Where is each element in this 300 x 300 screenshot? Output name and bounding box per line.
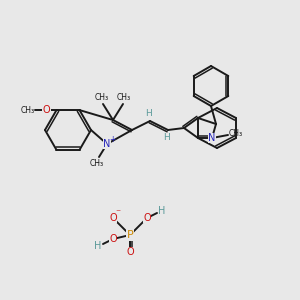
Text: ⁻: ⁻ [116,208,121,218]
Text: H: H [164,134,170,142]
Text: N: N [208,133,216,143]
Text: O: O [43,105,50,115]
Text: O: O [126,247,134,257]
Text: CH₃: CH₃ [117,92,131,101]
Text: CH₃: CH₃ [90,160,104,169]
Text: O: O [109,213,117,223]
Text: methyl: methyl [97,162,101,163]
Text: +: + [109,134,115,143]
Text: H: H [158,206,166,216]
Text: H: H [94,241,102,251]
Text: H: H [146,109,152,118]
Text: P: P [127,230,134,240]
Text: O: O [109,234,117,244]
Text: CH₃: CH₃ [229,130,243,139]
Text: CH₃: CH₃ [20,106,34,115]
Text: N: N [103,139,111,149]
Text: CH₃: CH₃ [95,92,109,101]
Text: O: O [143,213,151,223]
